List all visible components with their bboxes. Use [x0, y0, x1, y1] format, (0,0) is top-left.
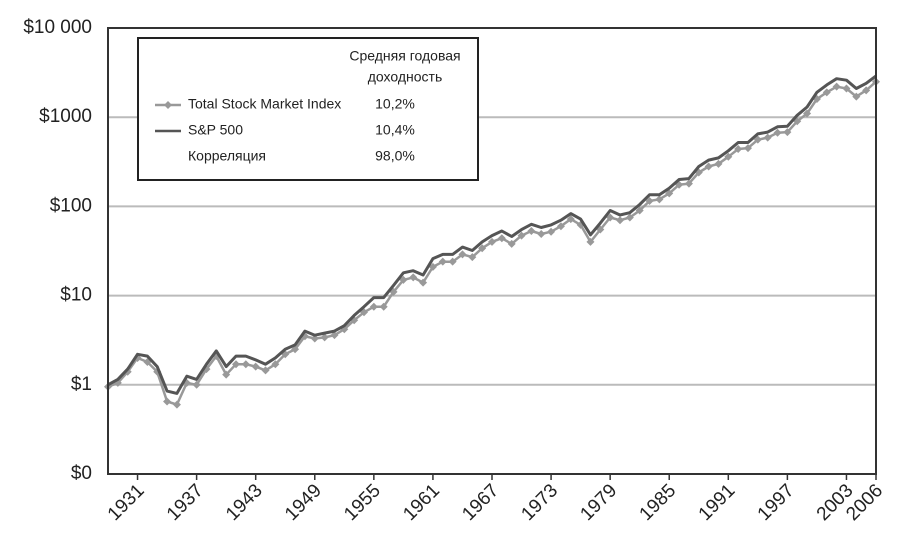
data-point: [320, 333, 329, 342]
data-point: [163, 397, 172, 406]
legend-box: [137, 37, 479, 181]
data-point: [734, 145, 743, 154]
y-tick-label: $1: [71, 374, 92, 395]
data-point: [606, 213, 615, 222]
data-point: [428, 262, 437, 271]
legend-header: Средняя годовая: [349, 48, 460, 64]
data-point: [310, 334, 319, 343]
data-point: [684, 179, 693, 188]
data-point: [616, 216, 624, 225]
data-point: [832, 82, 841, 91]
data-point: [507, 239, 516, 248]
data-point: [655, 195, 664, 204]
data-point: [497, 234, 506, 243]
data-point: [172, 400, 181, 409]
data-point: [803, 109, 812, 118]
data-point: [232, 360, 240, 369]
data-point: [438, 257, 447, 266]
data-point: [566, 215, 575, 224]
legend-header: доходность: [368, 69, 443, 85]
data-point: [753, 135, 762, 144]
data-point: [448, 257, 457, 266]
data-point: [537, 230, 546, 239]
data-point: [842, 84, 851, 93]
data-point: [645, 196, 654, 205]
data-point: [556, 222, 565, 231]
data-point: [261, 366, 270, 375]
data-point: [635, 206, 644, 215]
data-point: [241, 360, 250, 369]
data-point: [409, 273, 418, 282]
data-point: [783, 128, 792, 137]
y-tick-label: $10: [60, 285, 92, 306]
data-point: [744, 144, 752, 153]
data-point: [724, 152, 733, 161]
data-point: [547, 227, 556, 236]
data-point: [763, 133, 772, 142]
data-point: [527, 226, 536, 235]
data-point: [399, 275, 408, 284]
data-point: [379, 302, 388, 311]
data-point: [665, 189, 674, 198]
data-point: [458, 250, 467, 259]
data-point: [714, 159, 723, 168]
data-point: [704, 162, 713, 171]
data-point: [419, 278, 428, 287]
series-line: [107, 74, 877, 395]
legend-return: 10,4%: [375, 122, 415, 138]
data-point: [773, 128, 782, 137]
data-point: [852, 92, 861, 101]
data-point: [468, 253, 477, 262]
legend-return: 10,2%: [375, 96, 415, 112]
data-point: [862, 86, 871, 95]
y-tick-label: $1000: [39, 106, 92, 127]
legend-marker: [164, 101, 172, 109]
data-point: [222, 370, 231, 379]
data-point: [586, 237, 595, 246]
y-tick-label: $100: [50, 195, 92, 216]
data-point: [251, 362, 260, 371]
data-point: [478, 244, 487, 253]
correlation-value: 98,0%: [375, 148, 415, 164]
legend-label: Total Stock Market Index: [188, 96, 341, 112]
data-point: [369, 302, 378, 311]
legend-label: S&P 500: [188, 122, 243, 138]
data-point: [517, 231, 526, 240]
data-point: [330, 331, 339, 340]
data-point: [271, 360, 280, 369]
data-point: [488, 237, 496, 246]
data-point: [625, 213, 634, 222]
data-point: [192, 380, 201, 389]
y-tick-label: $0: [71, 463, 92, 484]
y-tick-label: $10 000: [23, 17, 92, 38]
data-point: [822, 88, 831, 97]
correlation-label: Корреляция: [188, 148, 266, 164]
